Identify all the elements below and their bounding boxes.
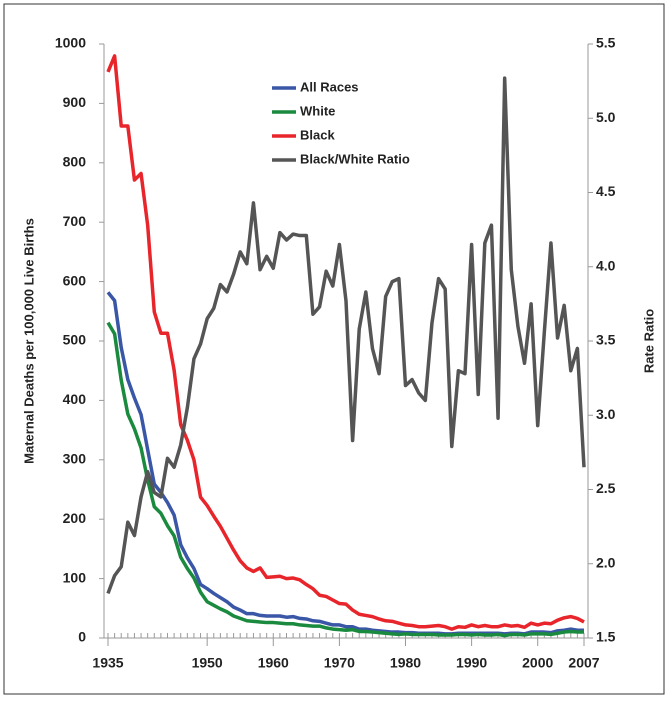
- series-line: [106, 291, 584, 636]
- y2-tick-label: 2.5: [596, 480, 616, 496]
- y-tick-label: 400: [63, 391, 87, 407]
- y2-axis-title: Rate Ratio: [641, 309, 656, 373]
- y-tick-label: 1000: [55, 35, 86, 51]
- y2-tick-label: 2.0: [596, 554, 616, 570]
- legend-label: All Races: [300, 79, 359, 94]
- x-tick-label: 1970: [324, 655, 355, 671]
- y-tick-label: 900: [63, 94, 87, 110]
- y2-tick-label: 3.0: [596, 406, 616, 422]
- series-line: [106, 76, 586, 595]
- y2-tick-label: 4.5: [596, 183, 616, 199]
- x-tick-label: 1935: [92, 655, 123, 671]
- series-line: [106, 54, 585, 631]
- x-tick-label: 1990: [456, 655, 487, 671]
- x-tick-label: 1960: [258, 655, 289, 671]
- x-tick-label: 1980: [390, 655, 421, 671]
- y2-tick-label: 5.5: [596, 35, 616, 51]
- y-tick-label: 800: [63, 154, 87, 170]
- legend-label: White: [300, 103, 335, 118]
- y-axis-title: Maternal Deaths per 100,000 Live Births: [21, 218, 36, 464]
- x-tick-label: 1950: [192, 655, 223, 671]
- x-tick-label: 2007: [568, 655, 599, 671]
- y-tick-label: 500: [63, 332, 87, 348]
- y2-tick-label: 1.5: [596, 629, 616, 645]
- y-tick-label: 700: [63, 213, 87, 229]
- frame: [3, 3, 665, 695]
- y2-tick-label: 5.0: [596, 109, 616, 125]
- y-tick-label: 100: [63, 569, 87, 585]
- y-tick-label: 200: [63, 510, 87, 526]
- y-tick-label: 0: [78, 629, 86, 645]
- y2-tick-label: 3.5: [596, 332, 616, 348]
- series-line: [106, 321, 584, 638]
- y-tick-label: 300: [63, 451, 87, 467]
- y2-tick-label: 4.0: [596, 257, 616, 273]
- legend-label: Black: [300, 127, 335, 142]
- legend-label: Black/White Ratio: [300, 151, 410, 166]
- x-tick-label: 2000: [522, 655, 553, 671]
- y-tick-label: 600: [63, 272, 87, 288]
